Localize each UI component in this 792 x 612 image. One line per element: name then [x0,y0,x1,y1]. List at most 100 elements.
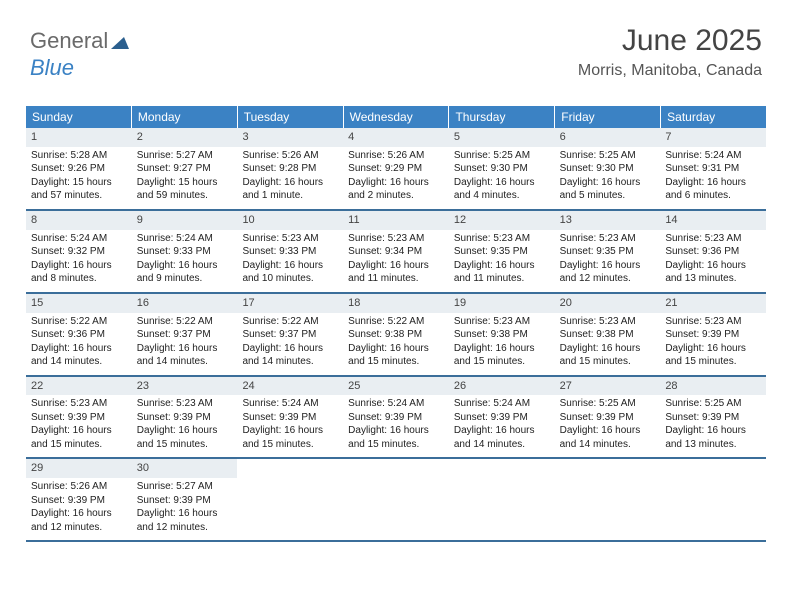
day-cell: 25Sunrise: 5:24 AMSunset: 9:39 PMDayligh… [343,377,449,458]
day-header-row: SundayMondayTuesdayWednesdayThursdayFrid… [26,106,766,128]
day-number: 3 [237,128,343,147]
daylight-text: Daylight: 16 hours and 15 minutes. [560,342,656,369]
day-cell: 9Sunrise: 5:24 AMSunset: 9:33 PMDaylight… [132,211,238,292]
day-body: Sunrise: 5:23 AMSunset: 9:39 PMDaylight:… [660,313,766,375]
day-number: 8 [26,211,132,230]
day-cell: 15Sunrise: 5:22 AMSunset: 9:36 PMDayligh… [26,294,132,375]
sunrise-text: Sunrise: 5:24 AM [665,149,761,163]
day-body: Sunrise: 5:28 AMSunset: 9:26 PMDaylight:… [26,147,132,209]
day-body: Sunrise: 5:23 AMSunset: 9:39 PMDaylight:… [132,395,238,457]
sunrise-text: Sunrise: 5:24 AM [348,397,444,411]
sunrise-text: Sunrise: 5:23 AM [348,232,444,246]
sunset-text: Sunset: 9:31 PM [665,162,761,176]
day-body: Sunrise: 5:27 AMSunset: 9:39 PMDaylight:… [132,478,238,540]
day-cell: 4Sunrise: 5:26 AMSunset: 9:29 PMDaylight… [343,128,449,209]
day-number: 26 [449,377,555,396]
day-number: 19 [449,294,555,313]
daylight-text: Daylight: 16 hours and 15 minutes. [137,424,233,451]
sunrise-text: Sunrise: 5:25 AM [665,397,761,411]
sunrise-text: Sunrise: 5:23 AM [242,232,338,246]
sunrise-text: Sunrise: 5:23 AM [454,315,550,329]
logo-text-1: General [30,28,108,53]
day-number: 14 [660,211,766,230]
sunrise-text: Sunrise: 5:23 AM [454,232,550,246]
sunrise-text: Sunrise: 5:22 AM [137,315,233,329]
day-body: Sunrise: 5:24 AMSunset: 9:32 PMDaylight:… [26,230,132,292]
day-body: Sunrise: 5:25 AMSunset: 9:30 PMDaylight:… [449,147,555,209]
day-number: 1 [26,128,132,147]
day-number: 30 [132,459,238,478]
sunrise-text: Sunrise: 5:26 AM [31,480,127,494]
day-body: Sunrise: 5:24 AMSunset: 9:33 PMDaylight:… [132,230,238,292]
daylight-text: Daylight: 16 hours and 15 minutes. [454,342,550,369]
day-body: Sunrise: 5:23 AMSunset: 9:36 PMDaylight:… [660,230,766,292]
day-cell: 23Sunrise: 5:23 AMSunset: 9:39 PMDayligh… [132,377,238,458]
daylight-text: Daylight: 16 hours and 15 minutes. [242,424,338,451]
daylight-text: Daylight: 16 hours and 12 minutes. [31,507,127,534]
day-cell: 2Sunrise: 5:27 AMSunset: 9:27 PMDaylight… [132,128,238,209]
day-header: Wednesday [344,106,450,128]
day-number: 4 [343,128,449,147]
sunset-text: Sunset: 9:37 PM [242,328,338,342]
week-row: 1Sunrise: 5:28 AMSunset: 9:26 PMDaylight… [26,128,766,211]
sunset-text: Sunset: 9:27 PM [137,162,233,176]
day-number: 29 [26,459,132,478]
day-cell: 18Sunrise: 5:22 AMSunset: 9:38 PMDayligh… [343,294,449,375]
daylight-text: Daylight: 16 hours and 14 minutes. [560,424,656,451]
sunset-text: Sunset: 9:39 PM [665,328,761,342]
daylight-text: Daylight: 16 hours and 12 minutes. [137,507,233,534]
sunset-text: Sunset: 9:30 PM [454,162,550,176]
sunset-text: Sunset: 9:35 PM [560,245,656,259]
sunset-text: Sunset: 9:29 PM [348,162,444,176]
sunrise-text: Sunrise: 5:27 AM [137,480,233,494]
sunset-text: Sunset: 9:39 PM [242,411,338,425]
day-cell: 3Sunrise: 5:26 AMSunset: 9:28 PMDaylight… [237,128,343,209]
day-cell: .... [555,459,661,540]
day-cell: 5Sunrise: 5:25 AMSunset: 9:30 PMDaylight… [449,128,555,209]
daylight-text: Daylight: 16 hours and 13 minutes. [665,424,761,451]
daylight-text: Daylight: 15 hours and 57 minutes. [31,176,127,203]
sunrise-text: Sunrise: 5:22 AM [242,315,338,329]
day-body: Sunrise: 5:23 AMSunset: 9:35 PMDaylight:… [555,230,661,292]
sunset-text: Sunset: 9:39 PM [665,411,761,425]
day-body: Sunrise: 5:24 AMSunset: 9:39 PMDaylight:… [449,395,555,457]
sunset-text: Sunset: 9:36 PM [665,245,761,259]
day-cell: .... [660,459,766,540]
sunrise-text: Sunrise: 5:25 AM [454,149,550,163]
location-label: Morris, Manitoba, Canada [578,62,762,80]
sunrise-text: Sunrise: 5:25 AM [560,397,656,411]
sunrise-text: Sunrise: 5:24 AM [31,232,127,246]
day-number: 2 [132,128,238,147]
day-cell: 11Sunrise: 5:23 AMSunset: 9:34 PMDayligh… [343,211,449,292]
week-row: 8Sunrise: 5:24 AMSunset: 9:32 PMDaylight… [26,211,766,294]
day-cell: 29Sunrise: 5:26 AMSunset: 9:39 PMDayligh… [26,459,132,540]
day-number: 20 [555,294,661,313]
sunset-text: Sunset: 9:33 PM [137,245,233,259]
daylight-text: Daylight: 16 hours and 11 minutes. [454,259,550,286]
day-body: Sunrise: 5:26 AMSunset: 9:28 PMDaylight:… [237,147,343,209]
sunset-text: Sunset: 9:30 PM [560,162,656,176]
day-cell: 8Sunrise: 5:24 AMSunset: 9:32 PMDaylight… [26,211,132,292]
sunrise-text: Sunrise: 5:28 AM [31,149,127,163]
sunrise-text: Sunrise: 5:23 AM [665,315,761,329]
daylight-text: Daylight: 16 hours and 5 minutes. [560,176,656,203]
day-body: Sunrise: 5:24 AMSunset: 9:39 PMDaylight:… [237,395,343,457]
daylight-text: Daylight: 16 hours and 14 minutes. [242,342,338,369]
day-body: Sunrise: 5:25 AMSunset: 9:30 PMDaylight:… [555,147,661,209]
sunset-text: Sunset: 9:35 PM [454,245,550,259]
sunset-text: Sunset: 9:38 PM [560,328,656,342]
day-cell: 10Sunrise: 5:23 AMSunset: 9:33 PMDayligh… [237,211,343,292]
sunrise-text: Sunrise: 5:26 AM [348,149,444,163]
sunrise-text: Sunrise: 5:24 AM [454,397,550,411]
sunset-text: Sunset: 9:28 PM [242,162,338,176]
day-number: 5 [449,128,555,147]
day-number: 24 [237,377,343,396]
day-body: Sunrise: 5:23 AMSunset: 9:35 PMDaylight:… [449,230,555,292]
day-number: 16 [132,294,238,313]
sunrise-text: Sunrise: 5:23 AM [31,397,127,411]
daylight-text: Daylight: 16 hours and 1 minute. [242,176,338,203]
day-number: 17 [237,294,343,313]
day-body: Sunrise: 5:23 AMSunset: 9:33 PMDaylight:… [237,230,343,292]
day-number: 10 [237,211,343,230]
day-cell: .... [237,459,343,540]
